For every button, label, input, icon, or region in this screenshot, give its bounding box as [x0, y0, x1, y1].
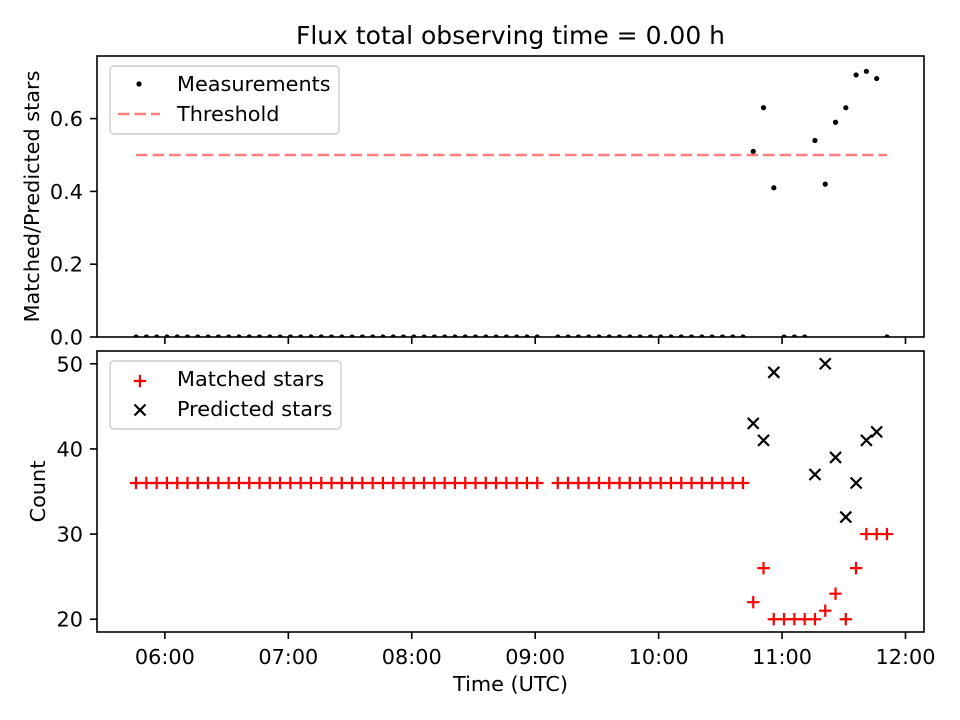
x-tick-label: 12:00: [876, 645, 936, 669]
top-y-axis-label: Matched/Predicted stars: [20, 71, 44, 323]
x-axis-label: Time (UTC): [452, 672, 568, 696]
measurements-point: [843, 105, 849, 111]
top-legend: Measurements Threshold: [109, 65, 340, 135]
predicted-stars-marker: [757, 434, 770, 447]
bottom-panel: 20 30 40 50 06:00 07:00 08:00 09:00 10:00 11:00 12…: [26, 350, 936, 696]
measurements-point: [853, 72, 859, 78]
predicted-stars-marker: [839, 510, 853, 524]
matched-stars-marker: [849, 561, 863, 575]
measurements-point: [750, 148, 756, 154]
chart-title: Flux total observing time = 0.00 h: [296, 21, 725, 50]
predicted-stars-marker: [849, 476, 863, 490]
predicted-stars-marker: [808, 468, 822, 481]
predicted-stars-marker: [829, 451, 842, 464]
bottom-axis-ticks: 20 30 40 50 06:00 07:00 08:00 09:00 10:00 11:00 12…: [57, 352, 936, 669]
matched-stars-marker: [757, 561, 770, 575]
y-tick-label: 20: [57, 608, 83, 632]
x-tick-label: 07:00: [258, 645, 318, 669]
legend-predicted-stars-label: Predicted stars: [177, 397, 332, 421]
bottom-y-axis-label: Count: [26, 461, 50, 523]
legend-threshold-label: Threshold: [176, 102, 280, 126]
bottom-axes-frame: [96, 350, 925, 633]
measurements-point: [863, 68, 869, 74]
y-tick-label: 0.6: [50, 107, 83, 131]
top-axis-ticks: 0.0 0.2 0.4 0.6: [50, 107, 907, 350]
y-tick-label: 40: [57, 437, 83, 461]
matched-stars-marker: [839, 613, 853, 626]
x-tick-label: 10:00: [629, 645, 689, 669]
y-tick-label: 0.4: [50, 180, 83, 204]
bottom-legend-frame: [109, 360, 342, 430]
x-tick-label: 08:00: [382, 645, 442, 669]
legend-measurements-label: Measurements: [177, 72, 331, 96]
predicted-stars-marker: [746, 417, 760, 430]
legend-predicted-stars-marker: [133, 403, 147, 417]
matched-stars-marker: [880, 527, 894, 541]
predicted-stars-marker: [818, 357, 832, 371]
legend-measurements-marker: [136, 81, 142, 87]
measurements-point: [771, 185, 777, 191]
bottom-legend: Matched stars Predicted stars: [109, 360, 342, 430]
measurements-point: [822, 181, 828, 187]
y-tick-label: 0.0: [50, 326, 83, 350]
measurements-point: [760, 105, 767, 111]
y-tick-label: 0.2: [50, 253, 83, 277]
measurements-point: [874, 75, 880, 82]
predicted-stars-marker: [860, 434, 873, 447]
matched-stars-marker: [808, 613, 822, 626]
matched-stars-marker: [819, 604, 832, 617]
legend-matched-stars-marker: [133, 374, 147, 388]
bottom-plot-area: [129, 357, 894, 626]
x-tick-label: 09:00: [505, 645, 565, 669]
x-tick-label: 06:00: [135, 645, 195, 669]
matched-stars-marker: [829, 587, 842, 600]
top-legend-frame: [109, 65, 340, 135]
y-tick-label: 30: [57, 523, 83, 547]
measurements-point: [832, 119, 839, 125]
measurements-point: [812, 137, 818, 144]
matched-stars-marker: [747, 595, 760, 609]
top-panel: 0.0 0.2 0.4 0.6 Matched/Predicted stars Mea…: [20, 55, 925, 350]
matched-stars-marker: [736, 476, 750, 490]
top-axes-frame: [96, 55, 925, 338]
predicted-stars-marker: [767, 366, 781, 379]
legend-matched-stars-label: Matched stars: [177, 367, 324, 391]
x-tick-label: 11:00: [752, 645, 812, 669]
matched-stars-marker: [531, 476, 544, 490]
y-tick-label: 50: [57, 352, 83, 376]
predicted-stars-marker: [870, 425, 883, 439]
